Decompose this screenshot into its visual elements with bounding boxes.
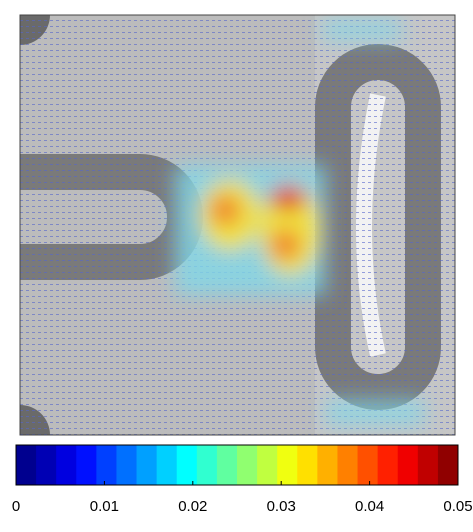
colorbar-segment	[36, 445, 57, 485]
tick-label: 0.05	[443, 498, 472, 515]
vector-field-image	[20, 15, 455, 435]
colorbar-segment	[337, 445, 359, 485]
colorbar-segment	[397, 445, 419, 485]
tick-label: 0.01	[90, 498, 119, 515]
colorbar-segment	[317, 445, 338, 485]
colorbar-segment	[417, 445, 439, 485]
colorbar-frame	[15, 444, 459, 486]
colorbar-segment	[116, 445, 138, 485]
colorbar-segment	[56, 445, 77, 485]
colorbar-segment	[237, 445, 258, 485]
colorbar-segment	[357, 445, 379, 485]
colorbar-segment	[437, 445, 459, 485]
tick-label: 0.02	[178, 498, 207, 515]
colorbar-segment	[136, 445, 158, 485]
colorbar-segment	[156, 445, 178, 485]
colorbar-segment	[297, 445, 318, 485]
colorbar-segment	[216, 445, 238, 485]
tick-label: 0.04	[355, 498, 384, 515]
tick-label: 0.03	[267, 498, 296, 515]
colorbar-segment	[176, 445, 198, 485]
colorbar-segment	[257, 445, 278, 485]
colorbar-segment	[16, 445, 37, 485]
colorbar-segment	[76, 445, 97, 485]
tick-label: 0	[12, 498, 20, 515]
frame	[19, 14, 456, 436]
colorbar-segment	[277, 445, 298, 485]
colorbar-segment	[377, 445, 399, 485]
colorbar-segment	[96, 445, 117, 485]
colorbar-segment	[196, 445, 218, 485]
